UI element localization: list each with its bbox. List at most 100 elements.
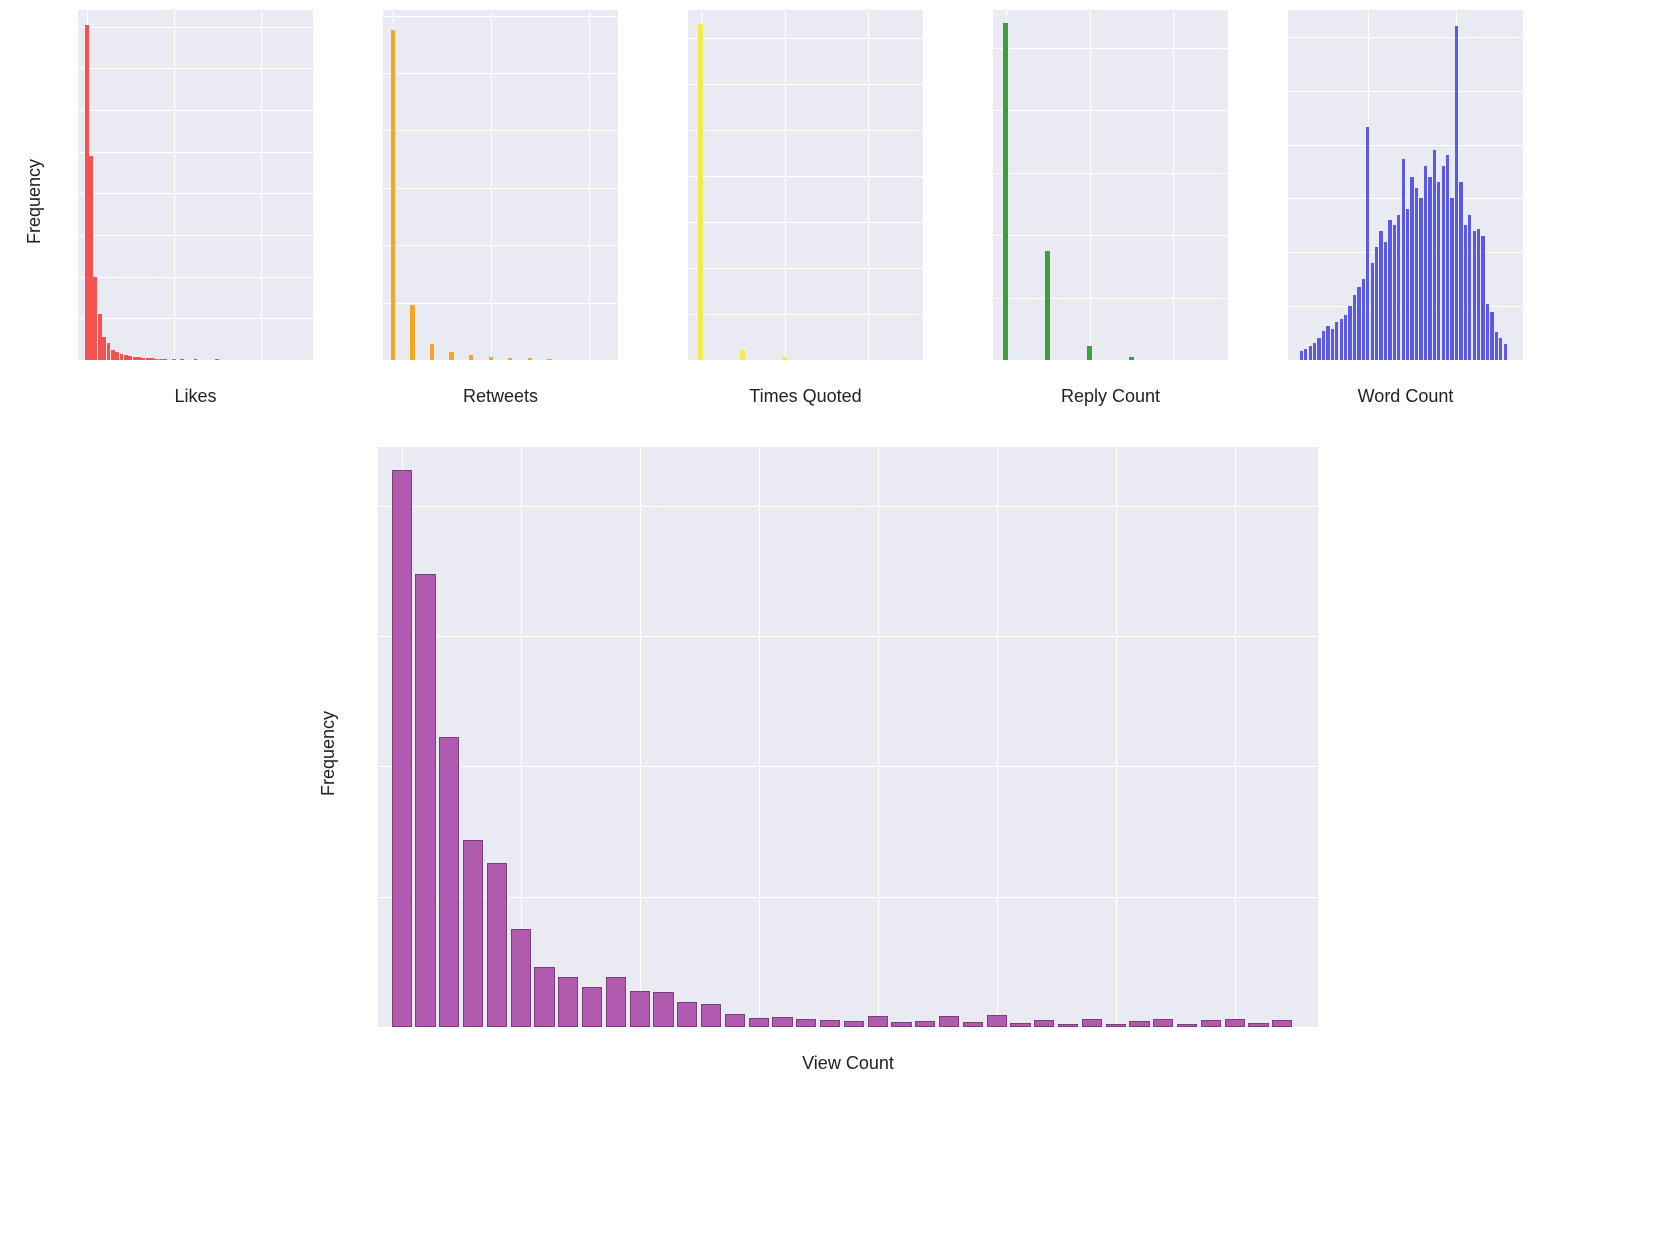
histogram-bar — [85, 25, 89, 360]
histogram-bar — [1446, 155, 1449, 360]
histogram-bar — [1371, 263, 1374, 360]
histogram-bar — [1481, 236, 1484, 360]
histogram-bar — [1003, 23, 1007, 361]
histogram-bar — [1397, 215, 1400, 360]
histogram-bar — [1045, 251, 1049, 360]
histogram-bar — [1340, 319, 1343, 360]
chart-quoted: 05000100001500020000250003000035000024 T… — [688, 10, 923, 407]
histogram-bar — [1010, 1023, 1030, 1027]
histogram-bar — [508, 358, 512, 360]
histogram-bar — [772, 1017, 792, 1027]
histogram-bar — [1459, 182, 1462, 360]
histogram-bar — [782, 357, 786, 360]
chart-viewcount: Frequency 020004000600080000100200300400… — [378, 447, 1318, 1074]
y-axis-label: Frequency — [24, 159, 45, 244]
histogram-bar — [528, 358, 532, 360]
histogram-bar — [1201, 1020, 1221, 1027]
histogram-bar — [111, 350, 115, 360]
histogram-bar — [1504, 344, 1507, 360]
histogram-bar — [1455, 26, 1458, 360]
histogram-bar — [1353, 295, 1356, 360]
histogram-bar — [449, 352, 453, 360]
histogram-bar — [1393, 225, 1396, 360]
histogram-bar — [1375, 247, 1378, 360]
histogram-bar — [987, 1015, 1007, 1027]
histogram-bar — [1406, 209, 1409, 360]
histogram-bar — [1495, 332, 1498, 360]
histogram-bar — [137, 357, 141, 360]
histogram-bar — [547, 359, 551, 360]
histogram-bar — [489, 357, 493, 360]
bottom-row: Frequency 020004000600080000100200300400… — [10, 447, 1665, 1074]
histogram-bar — [1499, 338, 1502, 360]
histogram-bar — [107, 343, 111, 360]
histogram-bar — [1433, 150, 1436, 360]
histogram-bar — [1486, 304, 1489, 360]
histogram-bar — [1388, 220, 1391, 360]
histogram-bar — [1477, 229, 1480, 360]
histogram-bar — [1344, 315, 1347, 360]
top-row: Frequency 020004000600080001000012000140… — [10, 10, 1665, 407]
chart-retweets: 0500010000150002000025000300000510 Retwe… — [383, 10, 618, 407]
histogram-bar — [1225, 1019, 1245, 1027]
histogram-bar — [1300, 351, 1303, 360]
histogram-bar — [163, 359, 167, 360]
x-axis-label: Word Count — [1288, 386, 1523, 407]
histogram-bar — [820, 1020, 840, 1027]
histogram-bar — [1348, 306, 1351, 360]
x-axis-label: Reply Count — [993, 386, 1228, 407]
histogram-bar — [439, 737, 459, 1027]
histogram-bar — [463, 840, 483, 1027]
chart-reply: 0500010000150002000025000024 Reply Count — [993, 10, 1228, 407]
histogram-bar — [392, 470, 412, 1027]
histogram-bar — [1490, 312, 1493, 360]
histogram-bar — [102, 337, 106, 360]
histogram-bar — [1272, 1020, 1292, 1027]
chart-wordcount: 0500100015002000250030002040 Word Count — [1288, 10, 1523, 407]
histogram-bar — [963, 1022, 983, 1027]
chart-likes: Frequency 020004000600080001000012000140… — [78, 10, 313, 407]
histogram-bar — [698, 24, 702, 360]
plot-area-wordcount: 0500100015002000250030002040 — [1288, 10, 1523, 360]
histogram-bar — [1309, 346, 1312, 360]
histogram-bar — [1153, 1019, 1173, 1027]
histogram-bar — [1464, 225, 1467, 360]
histogram-bar — [1129, 357, 1133, 360]
histogram-bar — [1419, 198, 1422, 360]
histogram-bar — [141, 358, 145, 360]
x-axis-label: Likes — [78, 386, 313, 407]
histogram-bar — [1357, 287, 1360, 360]
histogram-bar — [124, 355, 128, 360]
histogram-bar — [1248, 1023, 1268, 1027]
histogram-bar — [146, 358, 150, 360]
x-axis-label: Times Quoted — [688, 386, 923, 407]
histogram-bar — [98, 314, 102, 360]
histogram-bar — [1437, 182, 1440, 360]
histogram-bar — [1082, 1019, 1102, 1027]
histogram-bar — [1410, 177, 1413, 360]
histogram-bar — [159, 359, 163, 360]
histogram-bar — [1428, 177, 1431, 360]
histogram-bar — [1304, 349, 1307, 360]
histogram-bar — [1335, 322, 1338, 360]
histogram-bar — [180, 359, 184, 360]
plot-area-likes: 0200040006000800010000120001400016000020… — [78, 10, 313, 360]
histogram-bar — [1129, 1021, 1149, 1027]
histogram-bar — [172, 359, 176, 360]
plot-area-viewcount: 020004000600080000100200300400500600700 — [378, 447, 1318, 1027]
histogram-bar — [915, 1021, 935, 1027]
histogram-bar — [194, 359, 198, 360]
histogram-bar — [1415, 188, 1418, 360]
histogram-bar — [606, 977, 626, 1027]
histogram-bar — [939, 1016, 959, 1027]
histogram-bar — [1326, 326, 1329, 360]
histogram-bar — [1424, 166, 1427, 360]
histogram-bar — [133, 357, 137, 360]
histogram-bar — [115, 352, 119, 360]
histogram-bar — [1366, 127, 1369, 360]
histogram-bar — [653, 992, 673, 1027]
histogram-bar — [1473, 231, 1476, 360]
histogram-bar — [1106, 1024, 1126, 1027]
histogram-bar — [701, 1004, 721, 1027]
histogram-bar — [430, 344, 434, 360]
